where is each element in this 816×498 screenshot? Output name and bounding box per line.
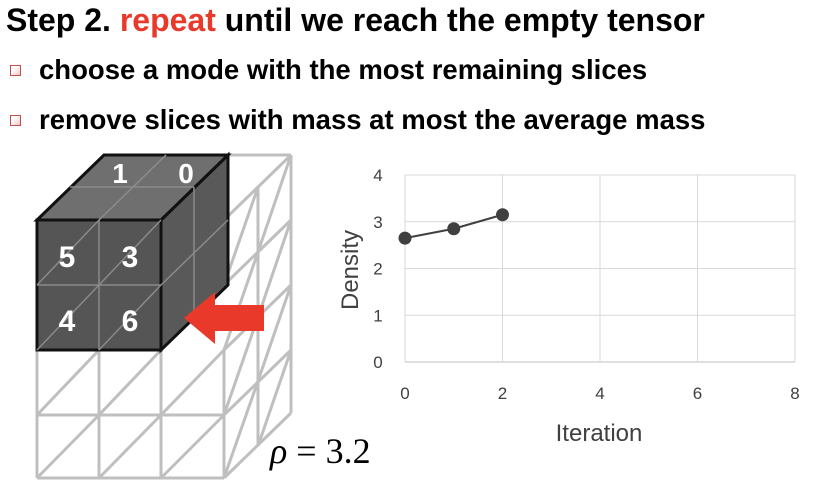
slide-title: Step 2. repeat until we reach the empty …	[6, 2, 705, 39]
data-point	[496, 208, 509, 222]
data-point	[447, 222, 461, 236]
density-chart: 0 1 2 3 4 0 2 4 6 8	[373, 166, 799, 403]
rho-value: 3.2	[325, 431, 371, 471]
rho-equals: =	[296, 431, 317, 471]
x-tick-label: 2	[498, 384, 507, 403]
density-value-label: ρ = 3.2	[270, 430, 371, 472]
y-tick-label: 4	[373, 166, 382, 185]
bullet-checkbox-icon	[10, 114, 21, 126]
bullet-checkbox-icon	[10, 64, 21, 76]
rho-symbol: ρ	[270, 431, 288, 471]
x-tick-label: 0	[400, 384, 409, 403]
title-highlight: repeat	[119, 2, 216, 38]
y-tick-label: 3	[373, 213, 382, 232]
x-tick-label: 4	[595, 384, 604, 403]
title-rest: until we reach the empty tensor	[224, 2, 705, 38]
bullet-text: choose a mode with the most remaining sl…	[39, 54, 648, 85]
title-step: Step 2.	[6, 2, 111, 38]
chart-ylabel: Density	[337, 230, 364, 310]
bullet-item: remove slices with mass at most the aver…	[10, 104, 705, 136]
x-tick-label: 8	[790, 384, 799, 403]
y-tick-label: 2	[373, 260, 382, 279]
cube-front-value: 5	[59, 241, 76, 274]
cube-front-value: 3	[122, 241, 139, 274]
bullet-text: remove slices with mass at most the aver…	[39, 104, 706, 135]
data-point	[398, 231, 412, 245]
x-tick-label: 6	[693, 384, 702, 403]
y-tick-label: 1	[373, 306, 382, 325]
bullet-item: choose a mode with the most remaining sl…	[10, 54, 647, 86]
cube-top-value: 0	[178, 158, 194, 189]
cube-front-value: 4	[59, 305, 76, 338]
cube-top-value: 1	[112, 158, 128, 189]
chart-xlabel: Iteration	[556, 420, 643, 447]
y-tick-label: 0	[373, 353, 382, 372]
cube-front-value: 6	[122, 305, 139, 338]
red-arrow-icon	[184, 292, 264, 344]
